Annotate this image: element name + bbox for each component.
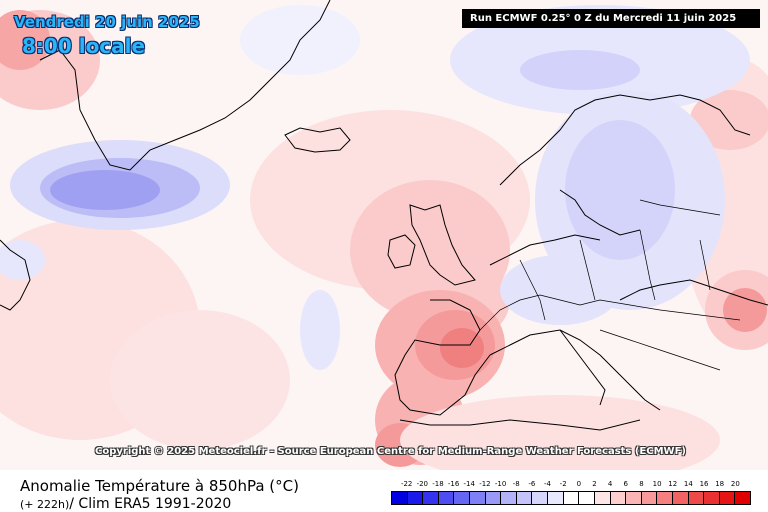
legend-tick-label: -12 [479,480,491,488]
legend-tick-label: 14 [683,480,693,488]
coastlines [0,0,768,431]
legend-tick-label: 20 [730,480,740,488]
legend-swatch [735,492,751,504]
legend-tick-label: -8 [512,480,520,488]
legend-tick-label: 10 [652,480,662,488]
legend-tick-label: 18 [715,480,725,488]
italy-coast [559,329,606,406]
legend-tick-label: 16 [699,480,709,488]
legend-swatch [579,492,595,504]
legend-swatch [423,492,439,504]
legend-tick-label: -20 [416,480,429,488]
cold-anomaly-regions [0,5,750,370]
legend-tick-label: 12 [668,480,678,488]
legend-swatch [688,492,705,504]
legend-swatch [563,492,580,504]
legend-tick-label: -4 [544,480,552,488]
copyright-notice: Copyright © 2025 Meteociel.fr - Source E… [95,446,686,457]
warm-anomaly-regions [0,10,768,470]
iceland-coast [284,127,351,153]
baltic-coast [559,189,641,236]
legend-swatch [454,492,471,504]
climatology-label: / Clim ERA5 1991-2020 [69,496,232,512]
anomaly-map [0,0,768,470]
legend-swatch [704,492,720,504]
great-britain-coast [409,204,476,286]
iberia-coast [394,299,491,416]
legend-tick-label: -16 [447,480,460,488]
legend-tick-label: 4 [607,480,613,488]
legend-swatch [594,492,611,504]
legend-swatch [470,492,486,504]
legend-swatch [392,492,408,504]
legend-tick-label: 6 [623,480,629,488]
legend-swatch [672,492,689,504]
lead-time: (+ 222h) [20,498,70,511]
legend-tick-label: -14 [463,480,475,488]
north-africa-coast [399,419,641,431]
legend-tick-label: -22 [400,480,413,488]
legend-tick-labels: -22 -20 -18 -16 -14 -12 -10 -8 -6 -4 -2 0 2 4 6 8 10 12 14… [401,480,750,492]
legend-swatch [532,492,549,504]
legend-tick-label: 8 [639,480,644,488]
legend-tick-label: -10 [494,480,507,488]
legend-swatch [485,492,502,504]
legend-swatch [516,492,533,504]
legend-tick-label: -2 [559,480,567,488]
variable-title: Anomalie Température à 850hPa (°C) [20,477,299,495]
forecast-date-title: Vendredi 20 juin 2025 [14,13,200,31]
legend-swatch [610,492,627,504]
color-scale-legend [391,491,751,505]
country-borders [479,199,741,371]
legend-swatch [719,492,736,504]
greenland-coast [39,0,331,171]
scandinavia-coast [499,94,751,186]
legend-swatch [641,492,658,504]
legend-swatch [438,492,455,504]
legend-swatch [407,492,424,504]
forecast-time-title: 8:00 locale [22,34,146,58]
model-run-label: Run ECMWF 0.25° 0 Z du Mercredi 11 juin … [462,9,760,28]
black-sea-coast [619,279,768,306]
labrador-coast [0,239,31,311]
legend-tick-label: -6 [528,480,536,488]
legend-swatch [626,492,642,504]
ireland-coast [387,234,416,269]
north-sea-coast [489,234,601,266]
legend-swatch [548,492,564,504]
lead-and-climatology: (+ 222h)/ Clim ERA5 1991-2020 [20,493,231,512]
legend-swatch [657,492,673,504]
legend-tick-label: -18 [432,480,444,488]
mediterranean-north-coast [489,329,661,411]
legend-tick-label: 2 [592,480,597,488]
legend-tick-label: 0 [576,480,582,488]
legend-swatch [501,492,517,504]
